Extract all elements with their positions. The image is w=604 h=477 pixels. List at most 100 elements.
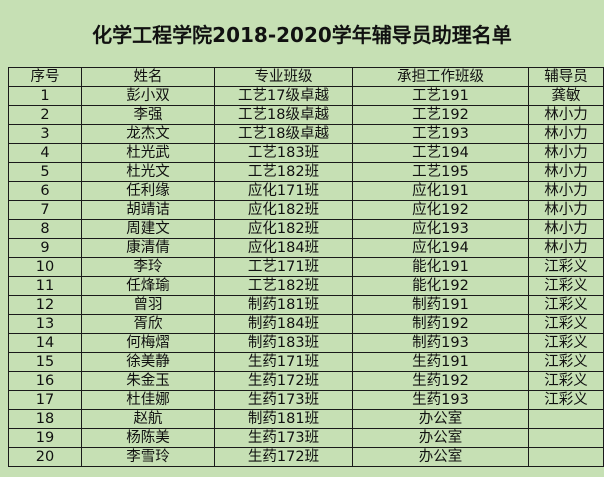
cell-class[interactable]: 制药184班 [214, 314, 353, 334]
cell-counselor[interactable]: 林小力 [528, 162, 604, 182]
cell-name[interactable]: 杜佳娜 [81, 390, 215, 410]
cell-name[interactable]: 胡靖诘 [81, 200, 215, 220]
cell-counselor[interactable]: 林小力 [528, 124, 604, 144]
cell-class[interactable]: 工艺182班 [214, 276, 353, 296]
cell-work-class[interactable]: 应化193 [352, 219, 529, 239]
cell-work-class[interactable]: 生药191 [352, 352, 529, 372]
cell-index[interactable]: 18 [8, 409, 82, 429]
cell-work-class[interactable]: 工艺194 [352, 143, 529, 163]
cell-work-class[interactable]: 生药192 [352, 371, 529, 391]
cell-counselor[interactable]: 龚敏 [528, 86, 604, 106]
cell-name[interactable]: 杨陈美 [81, 428, 215, 448]
cell-counselor[interactable]: 江彩义 [528, 257, 604, 277]
cell-class[interactable]: 制药181班 [214, 409, 353, 429]
cell-name[interactable]: 何梅熠 [81, 333, 215, 353]
cell-name[interactable]: 曾羽 [81, 295, 215, 315]
cell-counselor[interactable]: 林小力 [528, 105, 604, 125]
cell-name[interactable]: 朱金玉 [81, 371, 215, 391]
cell-counselor[interactable]: 林小力 [528, 200, 604, 220]
cell-name[interactable]: 李强 [81, 105, 215, 125]
cell-index[interactable]: 13 [8, 314, 82, 334]
header-cell-index[interactable]: 序号 [8, 67, 82, 87]
cell-index[interactable]: 17 [8, 390, 82, 410]
cell-work-class[interactable]: 工艺195 [352, 162, 529, 182]
cell-class[interactable]: 应化182班 [214, 200, 353, 220]
cell-name[interactable]: 胥欣 [81, 314, 215, 334]
cell-index[interactable]: 14 [8, 333, 82, 353]
cell-name[interactable]: 李雪玲 [81, 447, 215, 467]
cell-work-class[interactable]: 应化192 [352, 200, 529, 220]
cell-index[interactable]: 11 [8, 276, 82, 296]
cell-class[interactable]: 生药172班 [214, 447, 353, 467]
cell-index[interactable]: 9 [8, 238, 82, 258]
cell-index[interactable]: 5 [8, 162, 82, 182]
cell-name[interactable]: 赵航 [81, 409, 215, 429]
cell-counselor[interactable] [528, 409, 604, 429]
header-cell-class[interactable]: 专业班级 [214, 67, 353, 87]
cell-counselor[interactable]: 林小力 [528, 219, 604, 239]
cell-work-class[interactable]: 生药193 [352, 390, 529, 410]
cell-index[interactable]: 8 [8, 219, 82, 239]
cell-counselor[interactable]: 江彩义 [528, 371, 604, 391]
cell-work-class[interactable]: 办公室 [352, 409, 529, 429]
cell-work-class[interactable]: 能化191 [352, 257, 529, 277]
cell-index[interactable]: 3 [8, 124, 82, 144]
cell-index[interactable]: 4 [8, 143, 82, 163]
cell-class[interactable]: 工艺183班 [214, 143, 353, 163]
cell-class[interactable]: 工艺171班 [214, 257, 353, 277]
cell-name[interactable]: 任烽瑜 [81, 276, 215, 296]
cell-class[interactable]: 工艺18级卓越 [214, 105, 353, 125]
cell-work-class[interactable]: 办公室 [352, 447, 529, 467]
cell-name[interactable]: 周建文 [81, 219, 215, 239]
cell-counselor[interactable]: 江彩义 [528, 314, 604, 334]
cell-work-class[interactable]: 能化192 [352, 276, 529, 296]
cell-class[interactable]: 应化182班 [214, 219, 353, 239]
cell-index[interactable]: 16 [8, 371, 82, 391]
cell-work-class[interactable]: 工艺191 [352, 86, 529, 106]
cell-work-class[interactable]: 制药192 [352, 314, 529, 334]
cell-counselor[interactable]: 林小力 [528, 238, 604, 258]
cell-work-class[interactable]: 办公室 [352, 428, 529, 448]
cell-class[interactable]: 工艺182班 [214, 162, 353, 182]
cell-counselor[interactable]: 林小力 [528, 143, 604, 163]
cell-index[interactable]: 10 [8, 257, 82, 277]
cell-name[interactable]: 杜光武 [81, 143, 215, 163]
cell-class[interactable]: 应化171班 [214, 181, 353, 201]
cell-class[interactable]: 生药173班 [214, 390, 353, 410]
cell-work-class[interactable]: 制药191 [352, 295, 529, 315]
cell-work-class[interactable]: 工艺193 [352, 124, 529, 144]
cell-counselor[interactable]: 江彩义 [528, 276, 604, 296]
cell-class[interactable]: 制药181班 [214, 295, 353, 315]
cell-class[interactable]: 工艺17级卓越 [214, 86, 353, 106]
header-cell-name[interactable]: 姓名 [81, 67, 215, 87]
cell-counselor[interactable] [528, 428, 604, 448]
header-cell-counselor[interactable]: 辅导员 [528, 67, 604, 87]
cell-name[interactable]: 康清倩 [81, 238, 215, 258]
cell-work-class[interactable]: 应化194 [352, 238, 529, 258]
cell-counselor[interactable]: 江彩义 [528, 295, 604, 315]
cell-class[interactable]: 制药183班 [214, 333, 353, 353]
cell-counselor[interactable]: 林小力 [528, 181, 604, 201]
cell-name[interactable]: 彭小双 [81, 86, 215, 106]
cell-index[interactable]: 20 [8, 447, 82, 467]
cell-class[interactable]: 生药173班 [214, 428, 353, 448]
cell-name[interactable]: 杜光文 [81, 162, 215, 182]
cell-index[interactable]: 6 [8, 181, 82, 201]
cell-class[interactable]: 工艺18级卓越 [214, 124, 353, 144]
sheet-title[interactable]: 化学工程学院2018-2020学年辅导员助理名单 [92, 23, 512, 47]
cell-index[interactable]: 19 [8, 428, 82, 448]
cell-work-class[interactable]: 应化191 [352, 181, 529, 201]
cell-index[interactable]: 12 [8, 295, 82, 315]
cell-name[interactable]: 龙杰文 [81, 124, 215, 144]
cell-index[interactable]: 7 [8, 200, 82, 220]
cell-counselor[interactable]: 江彩义 [528, 352, 604, 372]
cell-index[interactable]: 2 [8, 105, 82, 125]
cell-counselor[interactable]: 江彩义 [528, 333, 604, 353]
cell-class[interactable]: 应化184班 [214, 238, 353, 258]
cell-work-class[interactable]: 制药193 [352, 333, 529, 353]
cell-name[interactable]: 李玲 [81, 257, 215, 277]
cell-counselor[interactable] [528, 447, 604, 467]
cell-index[interactable]: 15 [8, 352, 82, 372]
header-cell-work-class[interactable]: 承担工作班级 [352, 67, 529, 87]
cell-index[interactable]: 1 [8, 86, 82, 106]
